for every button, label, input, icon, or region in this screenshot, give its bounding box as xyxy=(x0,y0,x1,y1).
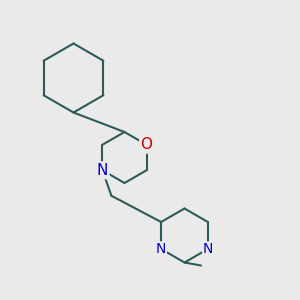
Text: N: N xyxy=(203,242,213,256)
Text: N: N xyxy=(203,242,213,256)
Text: O: O xyxy=(141,137,153,152)
Text: N: N xyxy=(156,242,166,256)
Text: N: N xyxy=(156,242,166,256)
Text: O: O xyxy=(141,137,153,152)
Text: N: N xyxy=(97,163,108,178)
Text: N: N xyxy=(97,163,108,178)
